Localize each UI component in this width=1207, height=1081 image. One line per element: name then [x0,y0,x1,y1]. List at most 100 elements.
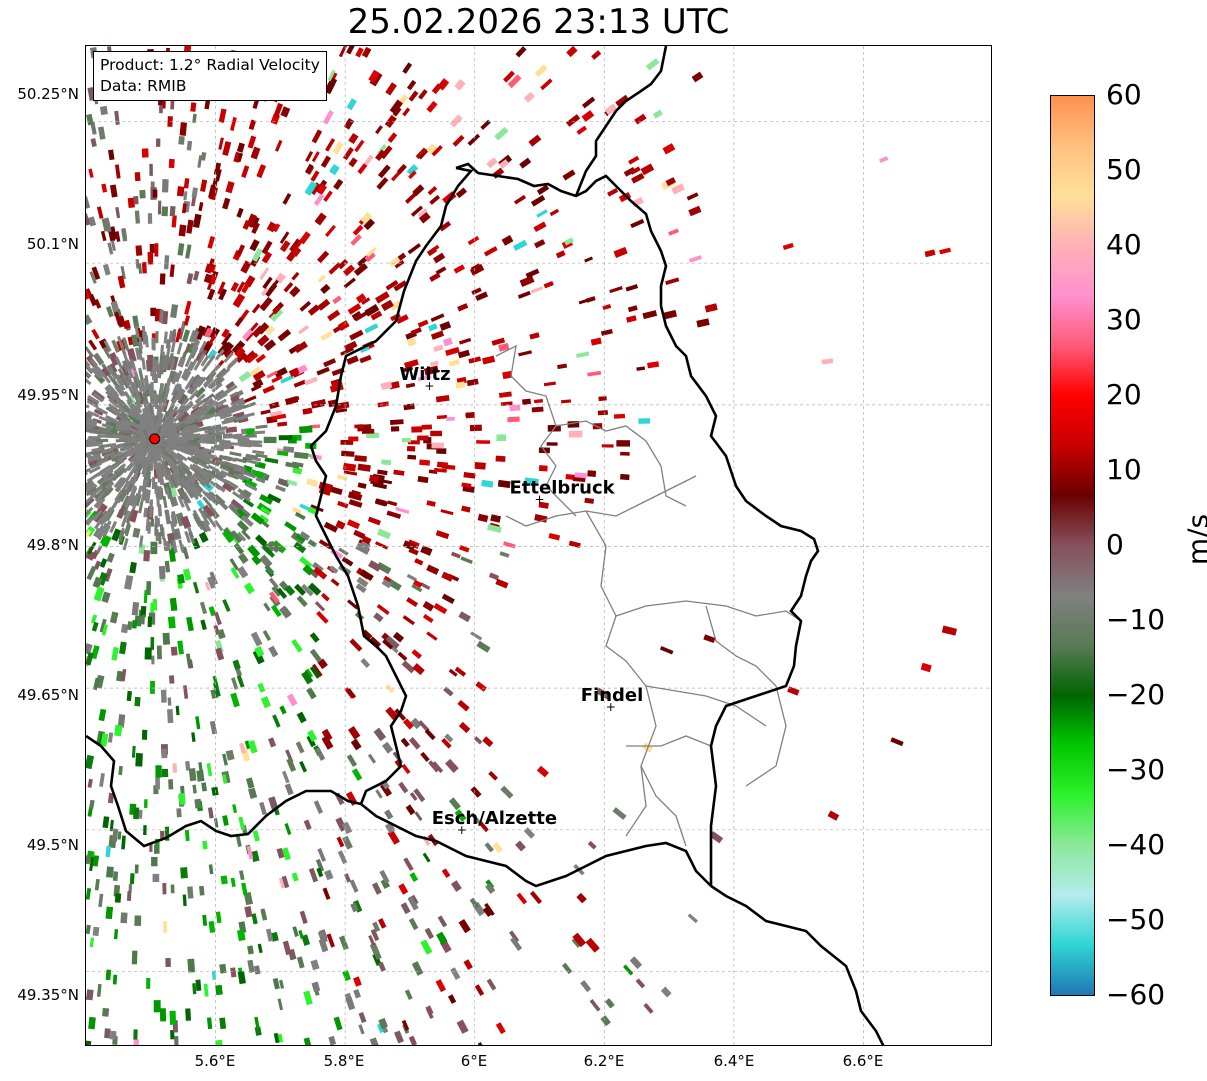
velocity-echo [250,146,261,160]
velocity-echo [183,423,197,431]
velocity-echo [409,792,418,801]
velocity-echo [106,306,114,318]
velocity-echo [170,514,177,528]
velocity-echo [214,398,227,407]
velocity-echo [378,918,387,929]
velocity-echo [386,500,398,507]
velocity-echo [498,159,510,169]
velocity-echo [429,194,441,205]
velocity-echo [185,361,194,374]
velocity-echo [396,314,409,324]
velocity-echo [242,219,251,230]
velocity-echo [353,262,368,277]
velocity-echo [499,551,510,558]
velocity-echo [168,442,181,449]
velocity-echo [102,525,111,538]
velocity-echo [168,491,175,505]
velocity-echo [268,645,279,658]
velocity-echo [117,407,129,418]
velocity-echo [398,883,409,895]
velocity-echo [239,742,247,754]
velocity-echo [400,902,411,915]
velocity-echo [103,451,116,458]
velocity-echo [121,835,126,850]
velocity-echo [534,64,548,78]
velocity-echo [170,390,179,403]
velocity-echo [313,193,325,206]
velocity-echo [509,404,521,412]
velocity-echo [145,401,151,414]
velocity-echo [94,517,104,530]
velocity-echo [141,357,146,370]
velocity-echo [566,46,578,58]
velocity-echo [234,346,246,359]
velocity-echo [162,632,171,645]
velocity-echo [141,614,146,625]
velocity-echo [124,524,132,537]
velocity-echo [457,699,470,712]
velocity-echo [349,638,363,652]
velocity-echo [108,398,120,409]
velocity-echo [353,976,362,987]
velocity-echo [359,541,371,552]
velocity-echo [236,244,246,257]
velocity-echo [668,228,680,236]
velocity-echo [286,693,298,707]
velocity-echo [289,285,301,298]
velocity-echo [310,170,320,182]
velocity-echo [663,309,678,320]
velocity-echo [86,651,94,666]
velocity-echo [237,531,247,542]
velocity-echo [134,347,141,360]
velocity-echo [213,682,221,697]
velocity-echo [86,514,96,526]
city-marker: + [424,379,434,393]
velocity-echo [403,403,415,411]
velocity-echo [233,542,245,555]
velocity-echo [93,352,105,366]
velocity-echo [402,615,416,626]
radar-map[interactable]: + Wiltz + Ettelbruck + Findel + Esch/Alzette [85,45,992,1046]
velocity-echo [105,472,117,484]
velocity-echo [110,240,116,251]
velocity-echo [116,670,124,682]
velocity-echo [187,444,200,450]
velocity-echo [301,583,314,597]
velocity-echo [126,890,132,902]
france-luxembourg-border [360,802,712,888]
velocity-echo [485,883,496,894]
velocity-echo [219,367,231,379]
velocity-echo [439,321,452,331]
canton-boundary [505,475,697,527]
velocity-echo [409,872,419,883]
velocity-echo [296,595,308,608]
velocity-echo [102,1007,110,1017]
velocity-echo [495,578,509,589]
velocity-echo [230,394,240,404]
velocity-echo [86,486,97,497]
velocity-echo [360,212,373,225]
velocity-echo [232,659,241,670]
velocity-echo [443,686,454,697]
velocity-echo [134,371,141,384]
velocity-echo [182,685,189,699]
velocity-echo [272,413,287,421]
canton-boundary [705,605,787,787]
velocity-echo [597,410,608,416]
velocity-echo [195,979,202,992]
velocity-echo [136,443,148,453]
velocity-echo [280,374,295,384]
velocity-echo [286,757,297,772]
velocity-echo [272,223,281,233]
velocity-echo [87,455,100,463]
velocity-echo [613,413,626,419]
velocity-echo [259,554,273,569]
velocity-echo [660,986,672,998]
velocity-echo [187,886,194,899]
velocity-echo [311,129,323,144]
velocity-echo [642,310,658,320]
velocity-echo [159,472,165,486]
velocity-echo [108,351,121,367]
velocity-echo [151,476,156,490]
velocity-echo [299,760,308,773]
